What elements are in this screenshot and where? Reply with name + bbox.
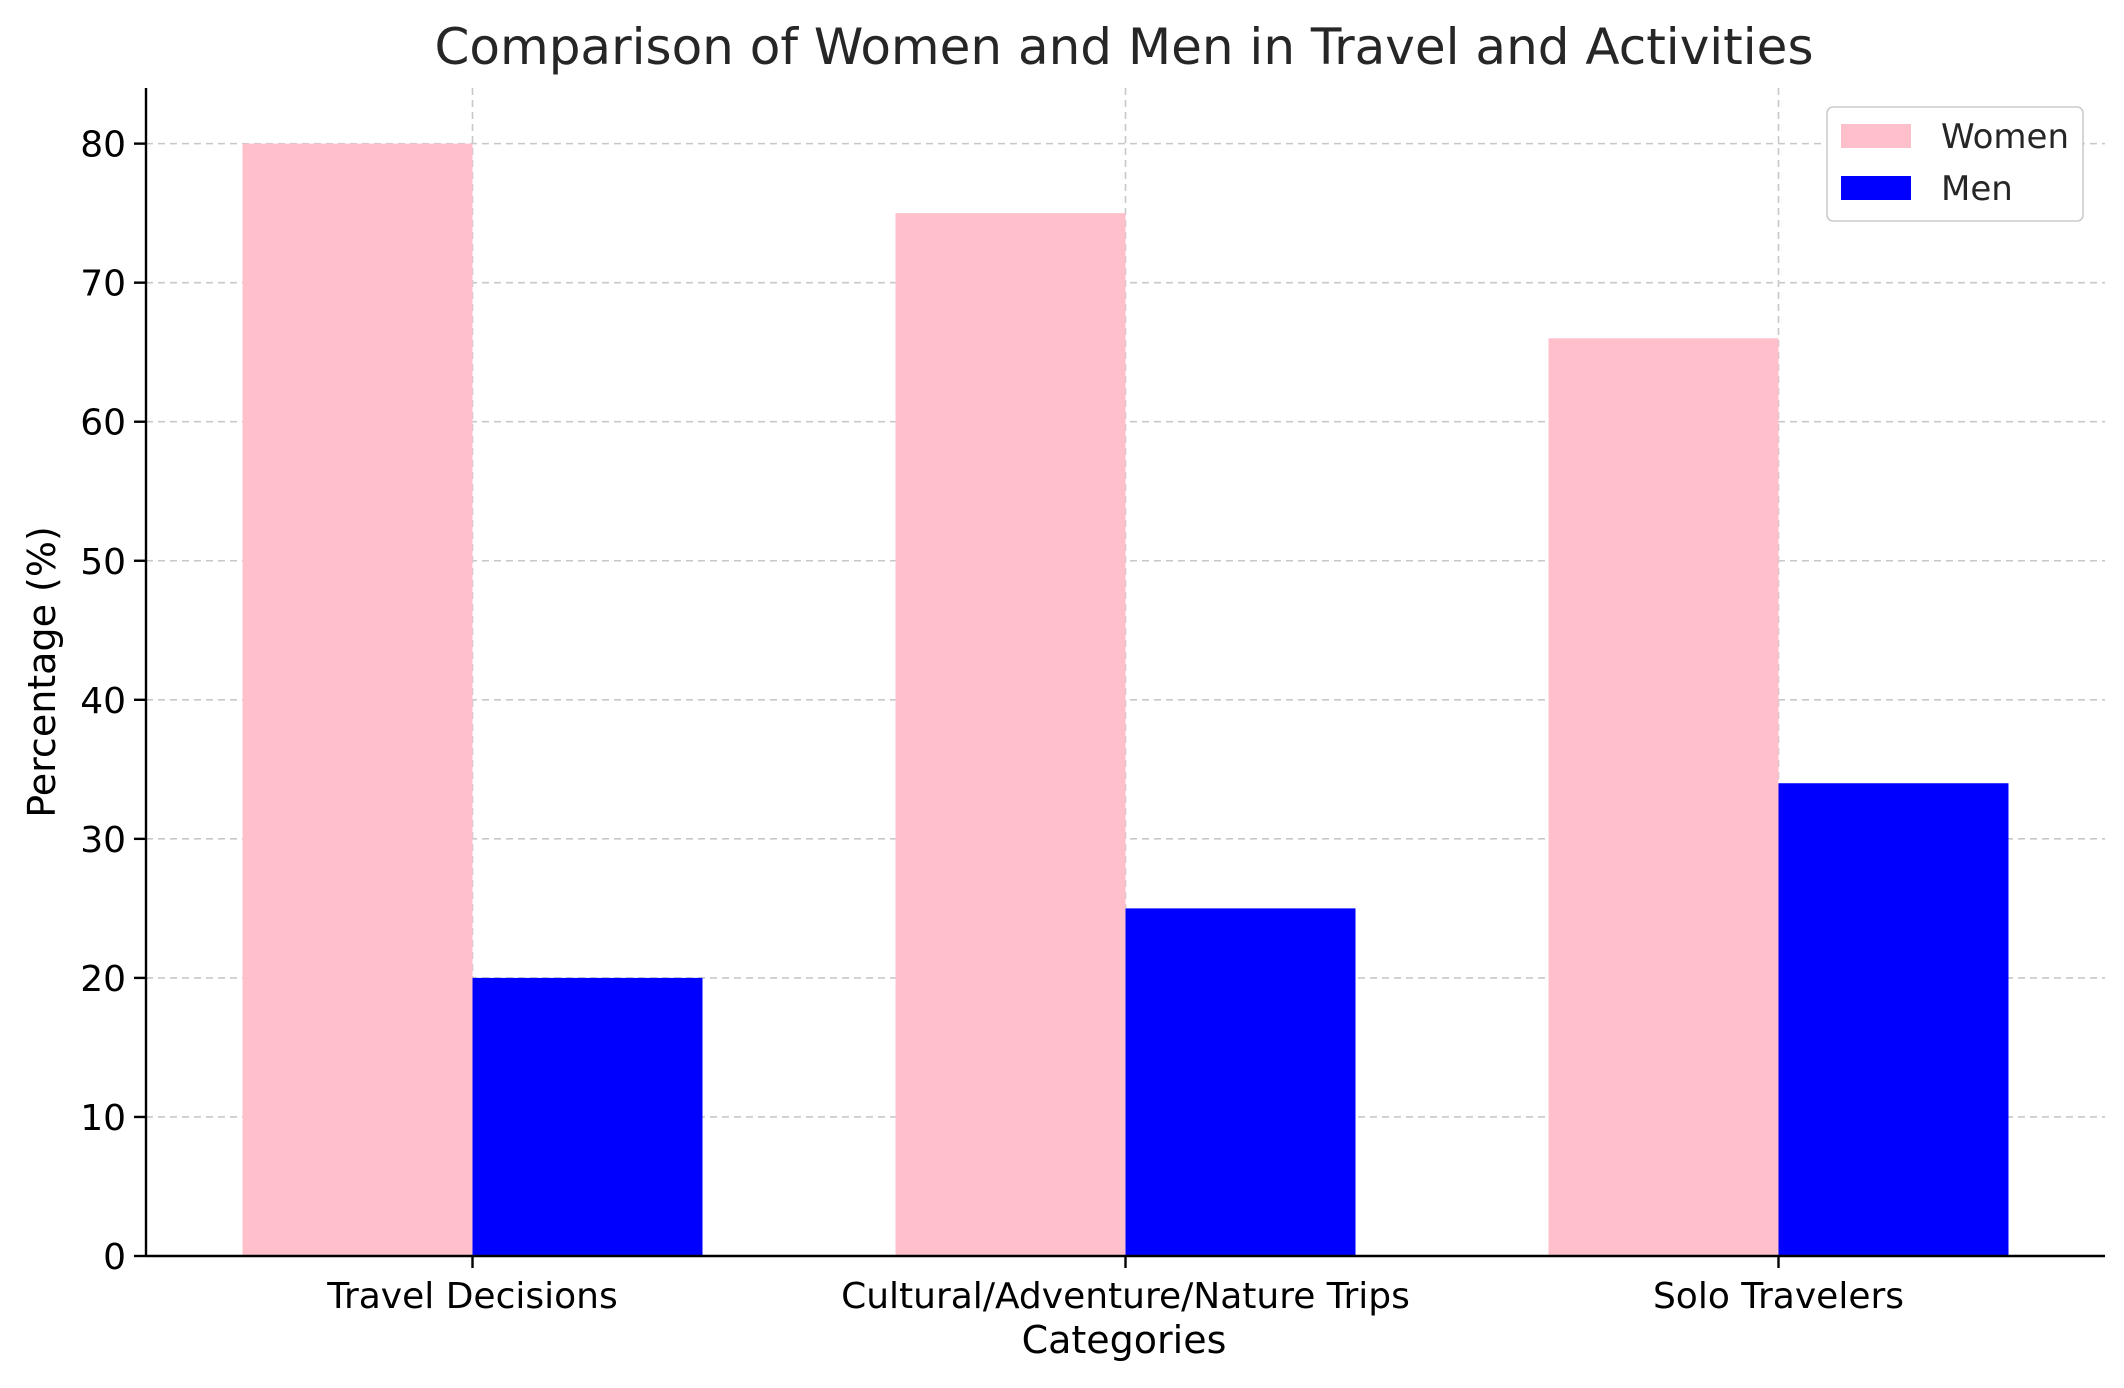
bars	[242, 143, 2009, 1257]
y-axis-label: Percentage (%)	[20, 526, 64, 818]
bar-men-0	[472, 977, 703, 1256]
y-ticks: 0 10 20 30 40 50 60 70 80	[80, 125, 146, 1278]
bar-men-2	[1778, 783, 2009, 1256]
y-tick-label: 60	[80, 403, 126, 444]
x-tick-label: Travel Decisions	[326, 1276, 617, 1317]
legend-label-women: Women	[1941, 117, 2069, 157]
bar-men-1	[1125, 908, 1356, 1256]
bar-women-1	[895, 213, 1126, 1257]
legend: Women Men	[1826, 106, 2084, 222]
legend-swatch-women	[1841, 124, 1911, 148]
y-tick-label: 10	[80, 1098, 126, 1139]
bar-women-2	[1548, 338, 1779, 1256]
y-tick-label: 0	[103, 1237, 126, 1278]
y-tick-label: 50	[80, 542, 126, 583]
y-tick-label: 70	[80, 264, 126, 305]
chart-title: Comparison of Women and Men in Travel an…	[434, 18, 1813, 76]
x-ticks: Travel Decisions Cultural/Adventure/Natur…	[326, 1256, 1904, 1317]
legend-label-men: Men	[1941, 169, 2013, 209]
y-tick-label: 20	[80, 959, 126, 1000]
x-tick-label: Solo Travelers	[1653, 1276, 1904, 1317]
y-tick-label: 80	[80, 125, 126, 166]
x-tick-label: Cultural/Adventure/Nature Trips	[841, 1276, 1410, 1317]
y-tick-label: 40	[80, 681, 126, 722]
bar-women-0	[242, 143, 473, 1257]
y-tick-label: 30	[80, 820, 126, 861]
x-axis-label: Categories	[1022, 1318, 1227, 1362]
legend-swatch-men	[1841, 176, 1911, 200]
